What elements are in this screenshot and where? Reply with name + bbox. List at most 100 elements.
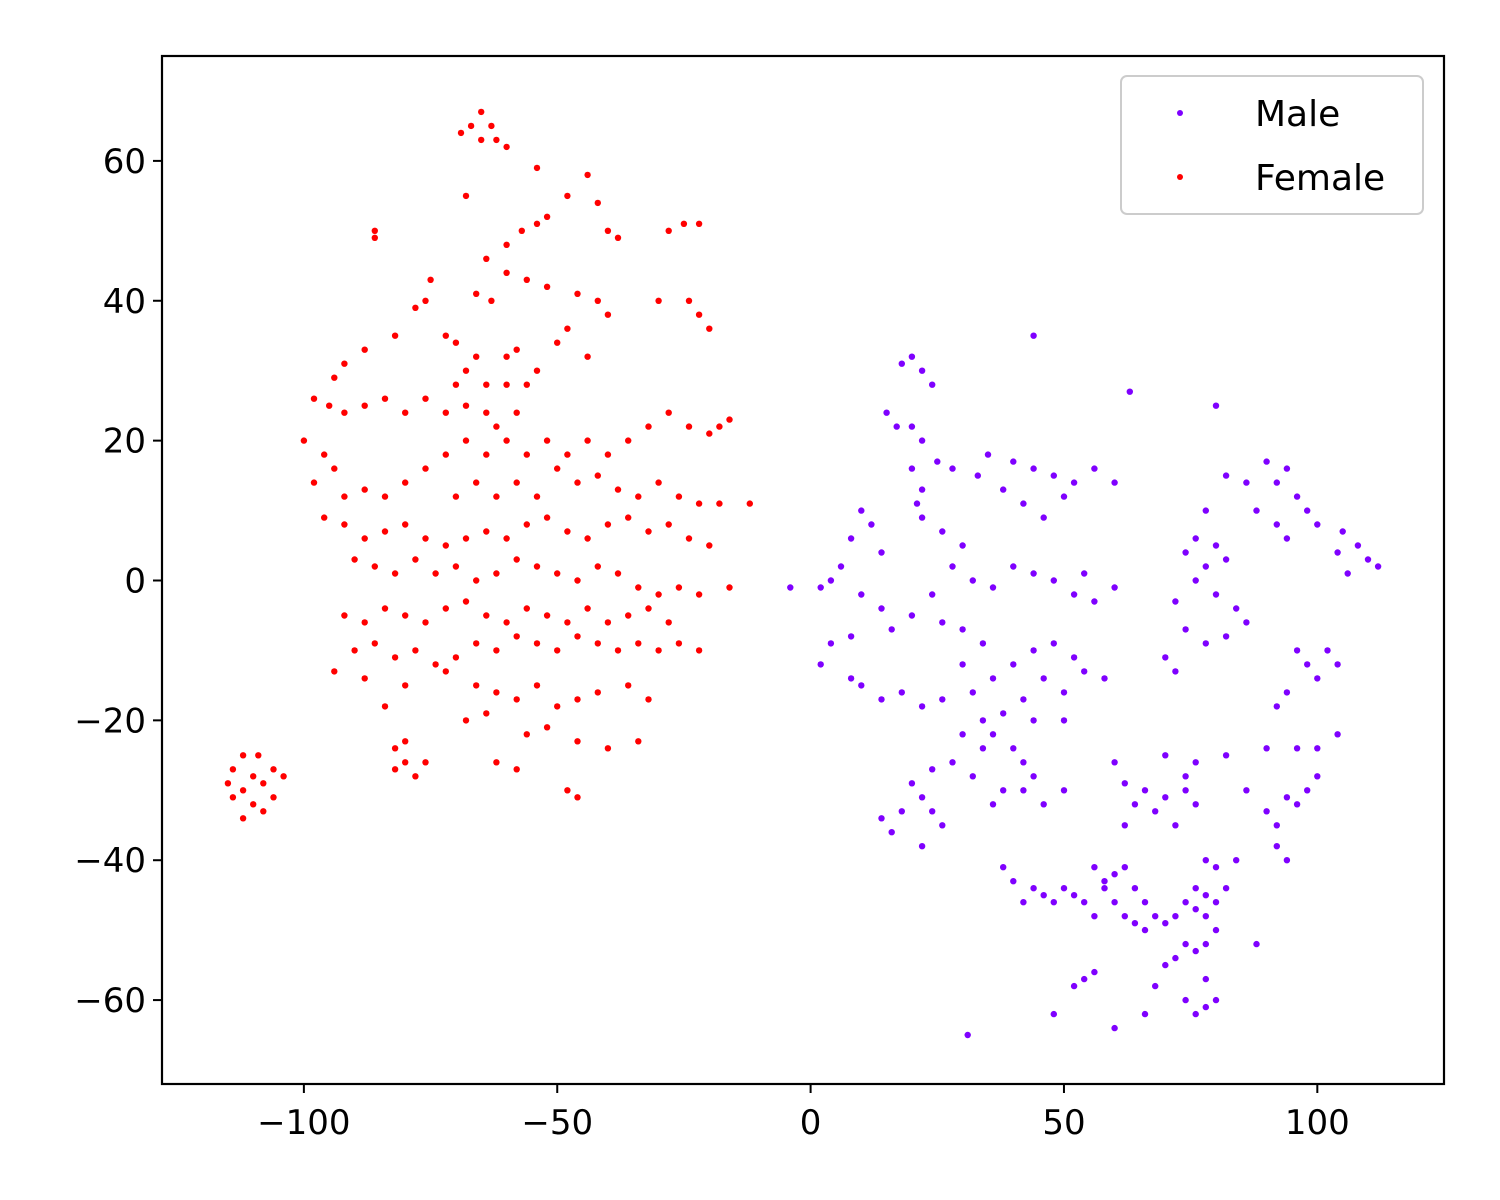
point-female-131	[391, 570, 399, 577]
point-female-194	[625, 682, 632, 689]
point-male-33	[1314, 521, 1321, 528]
point-male-93	[939, 696, 946, 703]
point-female-212	[564, 787, 571, 794]
point-male-51	[1192, 577, 1199, 584]
legend-marker-male	[1177, 110, 1183, 116]
point-female-35	[655, 297, 662, 304]
point-male-87	[939, 619, 946, 626]
point-female-215	[229, 766, 237, 773]
point-female-99	[655, 479, 662, 486]
point-male-156	[1010, 878, 1017, 885]
point-female-179	[635, 640, 642, 647]
point-male-161	[1060, 885, 1068, 892]
y-tick-label: 20	[103, 422, 146, 462]
point-female-182	[695, 647, 703, 654]
point-female-180	[655, 647, 662, 654]
point-male-208	[1253, 940, 1260, 948]
point-male-220	[949, 563, 956, 570]
point-female-164	[665, 619, 672, 626]
point-female-38	[706, 325, 713, 332]
point-female-167	[391, 654, 399, 661]
point-female-163	[645, 605, 652, 612]
point-male-53	[1172, 598, 1179, 605]
point-female-93	[726, 416, 733, 423]
point-female-75	[381, 493, 389, 500]
point-male-60	[1172, 668, 1179, 675]
point-female-29	[412, 304, 419, 311]
point-male-19	[1000, 486, 1007, 493]
point-male-122	[979, 745, 987, 752]
point-male-80	[858, 591, 865, 598]
point-male-49	[1182, 549, 1189, 556]
x-tick-label: −50	[521, 1103, 593, 1143]
point-female-0	[478, 108, 485, 116]
point-male-133	[878, 815, 885, 822]
point-male-11	[984, 451, 992, 458]
point-female-181	[675, 640, 683, 647]
point-female-51	[473, 353, 480, 360]
point-male-1	[918, 367, 926, 374]
point-male-15	[1070, 479, 1078, 486]
point-female-95	[574, 479, 581, 486]
point-female-26	[543, 283, 551, 290]
point-male-86	[817, 661, 824, 668]
point-male-97	[858, 682, 865, 689]
point-male-72	[858, 507, 865, 514]
point-female-189	[513, 696, 520, 703]
point-female-147	[726, 584, 733, 591]
point-female-208	[412, 773, 419, 780]
point-male-211	[1030, 570, 1037, 577]
point-female-130	[371, 563, 378, 570]
point-male-64	[1324, 647, 1331, 654]
point-female-8	[584, 171, 591, 179]
point-male-79	[787, 584, 794, 591]
point-female-186	[442, 668, 449, 675]
point-male-67	[1273, 703, 1281, 710]
point-female-46	[331, 374, 338, 381]
point-male-70	[1314, 745, 1321, 752]
point-female-219	[270, 766, 277, 773]
point-female-21	[518, 227, 525, 234]
point-female-136	[493, 570, 500, 577]
point-male-134	[1111, 759, 1118, 766]
y-tick-label: −20	[74, 701, 146, 741]
point-male-48	[1202, 563, 1210, 570]
point-female-78	[442, 451, 449, 458]
point-female-43	[533, 367, 541, 374]
point-male-108	[1000, 710, 1007, 717]
point-female-41	[513, 346, 520, 353]
y-tick-label: 60	[103, 142, 146, 182]
point-male-62	[1304, 661, 1311, 668]
point-female-120	[543, 514, 551, 521]
point-female-66	[483, 409, 490, 416]
point-male-123	[949, 759, 956, 766]
point-female-19	[371, 227, 378, 234]
point-male-145	[1162, 752, 1169, 759]
point-male-73	[868, 521, 875, 528]
point-female-216	[250, 773, 257, 780]
point-male-61	[1293, 647, 1301, 654]
point-male-205	[1111, 1024, 1118, 1032]
y-tick-label: −40	[74, 841, 146, 881]
point-female-48	[391, 332, 399, 339]
point-female-148	[341, 612, 348, 619]
point-male-155	[1000, 864, 1007, 871]
point-female-22	[503, 241, 510, 248]
point-female-111	[361, 535, 368, 542]
point-male-199	[1141, 1010, 1149, 1018]
point-female-134	[452, 563, 460, 570]
point-male-43	[1334, 549, 1341, 556]
point-female-77	[422, 465, 429, 472]
point-female-218	[260, 780, 267, 787]
point-male-39	[1339, 528, 1346, 535]
point-female-172	[493, 647, 500, 654]
point-male-153	[1304, 787, 1311, 794]
point-female-52	[462, 367, 470, 374]
point-female-132	[412, 556, 419, 563]
point-male-54	[1233, 605, 1240, 612]
point-male-90	[959, 661, 966, 668]
point-female-79	[462, 437, 470, 444]
point-female-54	[483, 381, 490, 388]
point-female-64	[442, 409, 449, 416]
point-female-113	[402, 521, 409, 528]
